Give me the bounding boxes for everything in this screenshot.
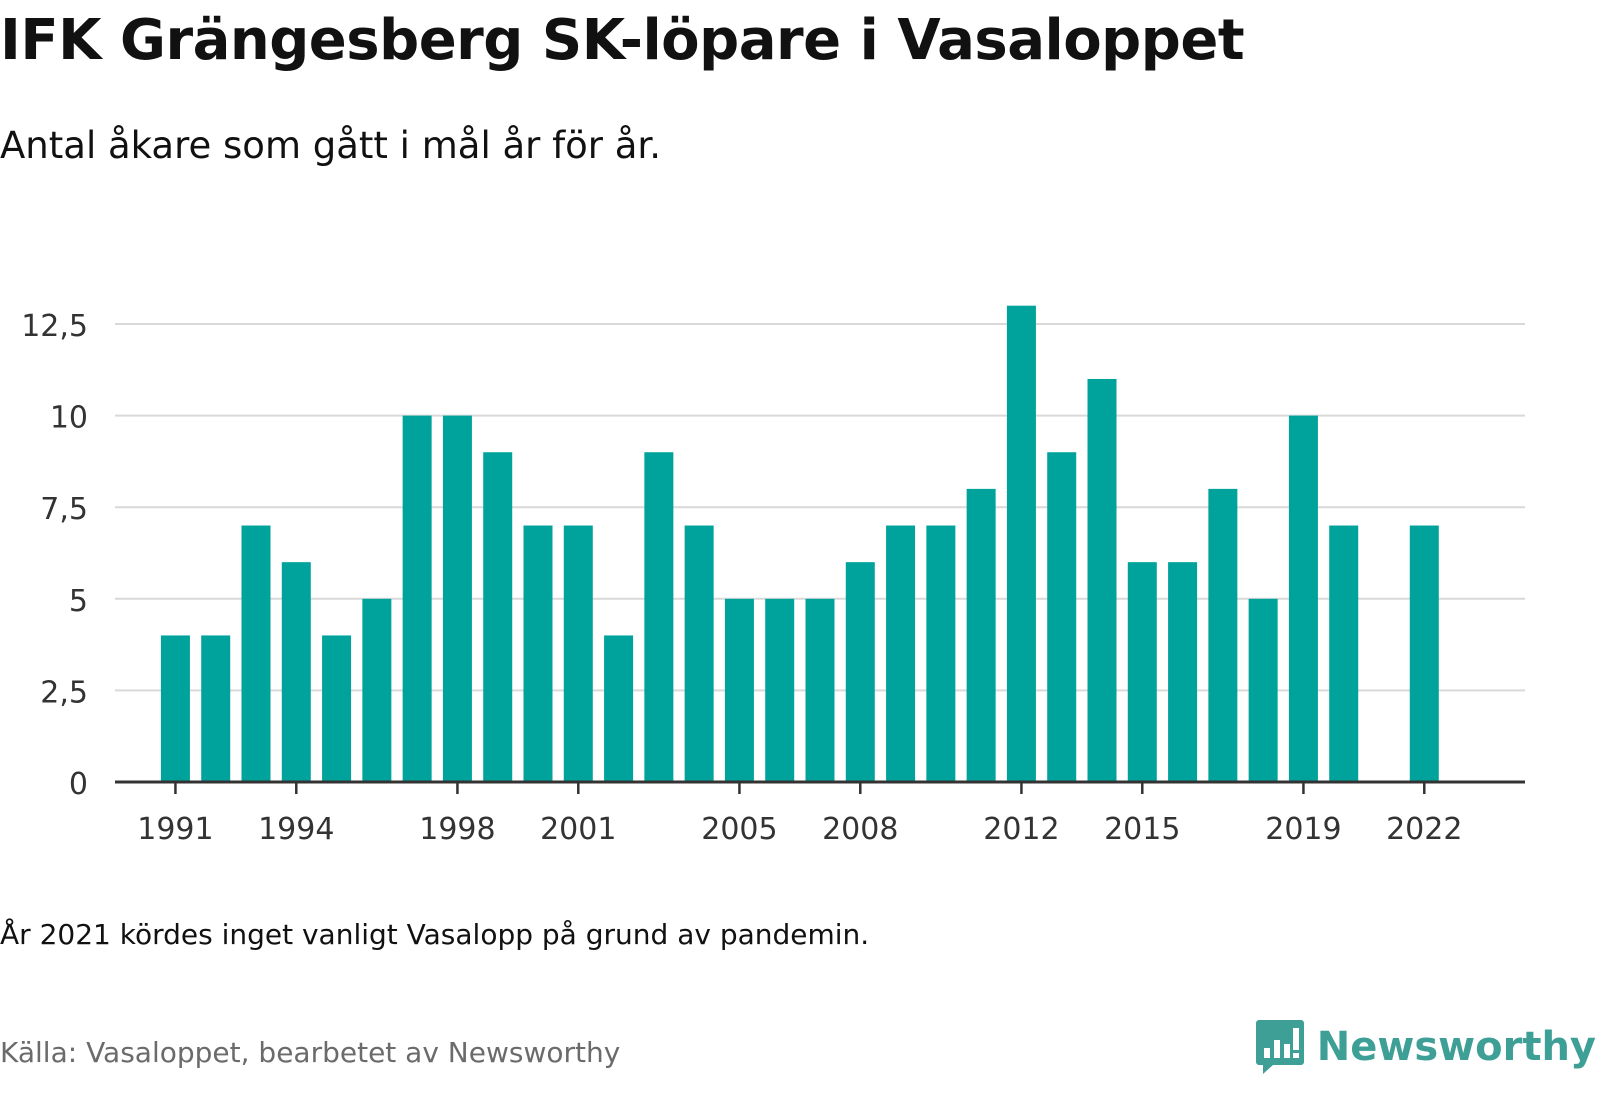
newsworthy-logo-icon [1255, 1020, 1304, 1074]
bar-2014 [1087, 378, 1117, 782]
bar-2022 [1409, 525, 1439, 782]
bar-1997 [402, 415, 432, 782]
y-tick-label: 10 [50, 401, 88, 436]
bar-1998 [442, 415, 472, 782]
x-tick-label: 2019 [1265, 812, 1341, 847]
bars [160, 305, 1439, 782]
footnote: År 2021 kördes inget vanligt Vasalopp på… [0, 918, 870, 951]
bar-2010 [926, 525, 956, 782]
bar-1993 [241, 525, 271, 782]
bar-1992 [201, 635, 231, 782]
bar-2012 [1006, 305, 1036, 782]
bar-2016 [1168, 562, 1198, 782]
bar-1991 [160, 635, 190, 782]
bar-2020 [1329, 525, 1359, 782]
bar-2000 [523, 525, 553, 782]
bar-1995 [322, 635, 352, 782]
bar-2005 [724, 598, 754, 782]
x-tick-label: 2008 [822, 812, 898, 847]
bar-2015 [1127, 562, 1157, 782]
bar-2008 [845, 562, 875, 782]
bar-2001 [563, 525, 593, 782]
bar-2003 [644, 452, 674, 782]
x-axis-labels: 1991 1994 1998 2001 2005 2008 2012 2015 2019 2022 [137, 782, 1462, 847]
chart-subtitle: Antal åkare som gått i mål år för år. [0, 124, 662, 167]
brand-name: Newsworthy [1316, 1024, 1596, 1070]
bar-2002 [604, 635, 634, 782]
bar-2011 [966, 488, 996, 782]
bar-2019 [1288, 415, 1318, 782]
x-tick-label: 2015 [1104, 812, 1180, 847]
x-tick-label: 2005 [701, 812, 777, 847]
newsworthy-brand: Newsworthy [1255, 1018, 1596, 1076]
y-tick-label: 7,5 [40, 492, 88, 527]
bar-2004 [684, 525, 714, 782]
x-tick-label: 2012 [983, 812, 1059, 847]
bar-1994 [281, 562, 311, 782]
x-tick-label: 2001 [540, 812, 616, 847]
x-tick-label: 1991 [137, 812, 213, 847]
y-tick-label: 12,5 [21, 309, 88, 344]
x-tick-label: 1998 [419, 812, 495, 847]
chart-title: IFK Grängesberg SK-löpare i Vasaloppet [0, 8, 1245, 73]
bar-2006 [765, 598, 795, 782]
bar-2017 [1208, 488, 1238, 782]
y-tick-label: 0 [69, 767, 88, 802]
source-text: Källa: Vasaloppet, bearbetet av Newswort… [0, 1036, 621, 1069]
y-tick-label: 5 [69, 584, 88, 619]
y-tick-label: 2,5 [40, 675, 88, 710]
bar-2013 [1047, 452, 1077, 782]
bar-2007 [805, 598, 835, 782]
x-tick-label: 2022 [1386, 812, 1462, 847]
bar-2018 [1248, 598, 1278, 782]
bar-1999 [483, 452, 513, 782]
bar-2009 [886, 525, 916, 782]
y-axis-labels: 0 2,5 5 7,5 10 12,5 [21, 309, 88, 802]
x-tick-label: 1994 [258, 812, 334, 847]
bar-1996 [362, 598, 392, 782]
